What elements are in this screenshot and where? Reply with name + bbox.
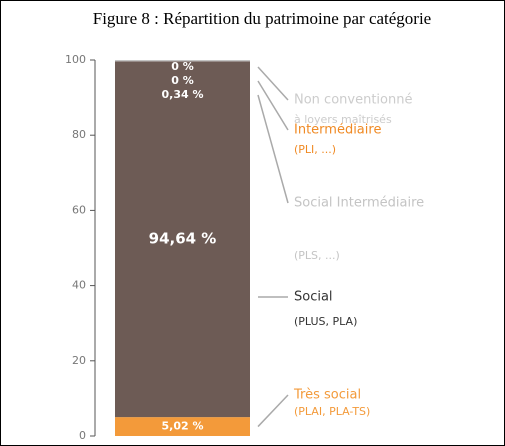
legend-detail: (PLI, ...) (294, 143, 336, 156)
legend-label: Social (294, 290, 333, 305)
legend-label: Social Intermédiaire (294, 196, 424, 211)
chart-title: Figure 8 : Répartition du patrimoine par… (93, 9, 431, 28)
connector (257, 94, 289, 204)
value-label: 5,02 % (162, 420, 204, 433)
legend-detail: (PLAI, PLA-TS) (294, 405, 370, 418)
legend-detail: (PLS, ...) (294, 249, 340, 262)
value-label: 94,64 % (149, 230, 217, 248)
legend-detail: (PLUS, PLA) (294, 315, 357, 328)
y-tick-label: 40 (72, 279, 86, 292)
bar-segment (115, 61, 250, 418)
bar-segment (115, 417, 250, 436)
y-tick-label: 20 (72, 354, 86, 367)
value-label: 0 % (171, 74, 194, 87)
y-tick-label: 60 (72, 203, 86, 216)
value-label: 0 % (171, 60, 194, 73)
legend-label: Non conventionné (294, 93, 412, 108)
value-label: 0,34 % (162, 88, 204, 101)
connector (257, 394, 289, 428)
legend-label: Intermédiaire (294, 123, 381, 138)
connector (257, 80, 289, 131)
bar-segment (115, 60, 250, 62)
legend-detail: à loyers maîtrisés (294, 113, 392, 126)
y-tick-label: 80 (72, 128, 86, 141)
legend-label: Très social (293, 388, 361, 403)
connector (257, 66, 289, 101)
y-tick-label: 100 (65, 53, 86, 66)
y-tick-label: 0 (79, 429, 86, 442)
